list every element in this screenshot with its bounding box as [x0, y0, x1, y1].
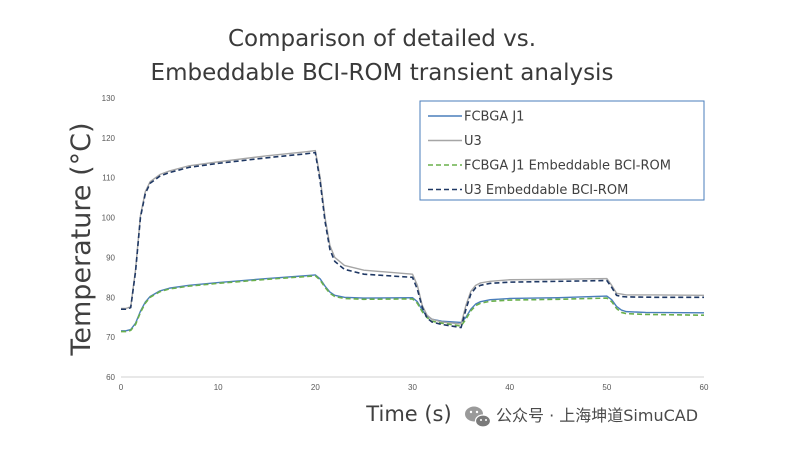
y-tick-labels: 60 70 80 90 100 110 120 130 [102, 94, 116, 382]
chart-title: Comparison of detailed vs. Embeddable BC… [151, 26, 614, 86]
x-tick-label: 60 [700, 383, 709, 392]
legend: FCBGA J1 U3 FCBGA J1 Embeddable BCI-ROM U3 … [419, 100, 705, 201]
x-tick-label: 10 [214, 383, 223, 392]
y-tick-label: 120 [102, 134, 116, 143]
series-line-3 [121, 274, 705, 333]
chart-title-line-1: Comparison of detailed vs. [228, 26, 536, 52]
legend-box [419, 100, 705, 201]
legend-label-1: FCBGA J1 [464, 110, 524, 125]
series-line-2 [121, 149, 705, 325]
legend-label-3: FCBGA J1 Embeddable BCI-ROM [464, 159, 671, 174]
watermark: 公众号 · 上海坤道SimuCAD [465, 406, 698, 428]
x-tick-label: 0 [119, 383, 124, 392]
series-lines [121, 149, 705, 333]
x-tick-label: 40 [505, 383, 514, 392]
x-axis-label: Time (s) [365, 402, 451, 426]
legend-label-4: U3 Embeddable BCI-ROM [464, 183, 628, 198]
watermark-text: 公众号 · 上海坤道SimuCAD [496, 406, 698, 425]
x-tick-label: 50 [602, 383, 611, 392]
y-tick-label: 110 [102, 174, 115, 183]
y-tick-label: 90 [106, 253, 115, 262]
y-tick-label: 100 [102, 214, 116, 223]
x-tick-label: 30 [408, 383, 417, 392]
chart-title-line-2: Embeddable BCI-ROM transient analysis [151, 60, 614, 86]
x-tick-label: 20 [311, 383, 320, 392]
y-axis-label: Temperature (°C) [66, 122, 97, 356]
wechat-icon [465, 406, 492, 428]
series-line-4 [121, 151, 704, 329]
y-tick-label: 70 [106, 333, 115, 342]
y-tick-label: 60 [106, 373, 115, 382]
legend-label-2: U3 [464, 134, 482, 149]
y-tick-label: 80 [106, 293, 115, 302]
x-tick-labels: 0 10 20 30 40 50 60 [119, 383, 709, 392]
y-tick-label: 130 [102, 94, 116, 103]
series-line-1 [121, 274, 705, 332]
